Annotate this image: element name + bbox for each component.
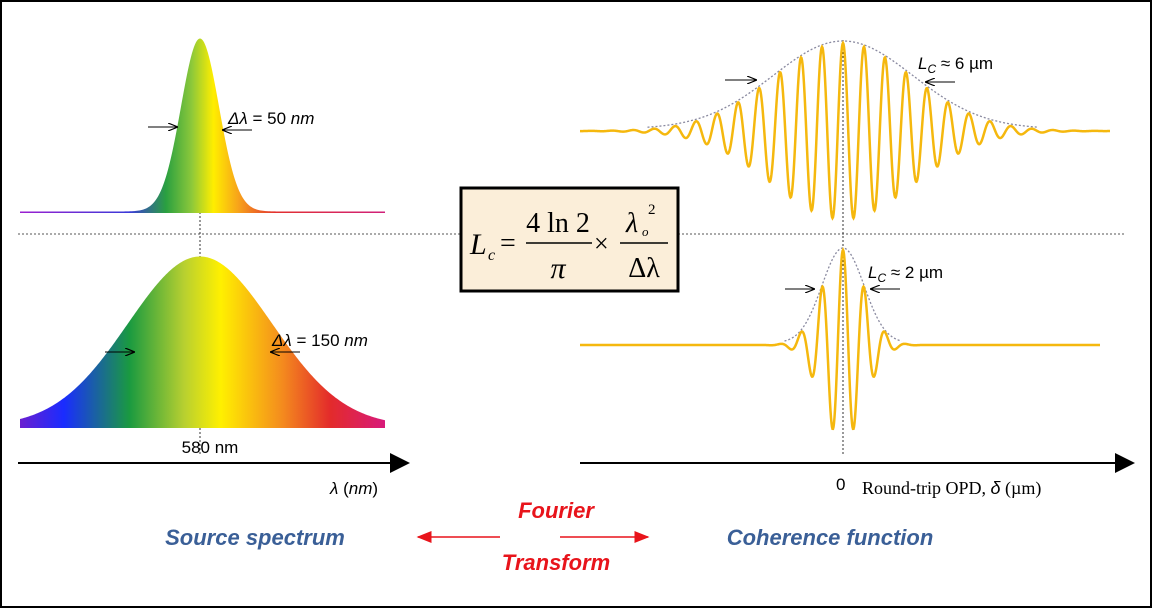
coherence-label: LC ≈ 6 µm xyxy=(918,54,993,76)
coherence-label: LC ≈ 2 µm xyxy=(868,263,943,285)
caption: Transform xyxy=(502,550,610,575)
axis-label: λ (nm) xyxy=(329,479,378,498)
formula-part: o xyxy=(642,224,649,239)
spectrum xyxy=(20,38,385,213)
formula: L c = 4 ln 2 π × λ o 2 Δλ xyxy=(469,202,668,285)
center-label: 580 nm xyxy=(182,438,239,457)
formula-part: × xyxy=(594,229,609,258)
interferogram xyxy=(579,40,1111,221)
caption: Fourier xyxy=(518,498,595,523)
formula-part: λ xyxy=(625,208,638,239)
formula-part: L xyxy=(469,228,487,261)
formula-part: = xyxy=(500,228,516,259)
formula-part: 4 ln 2 xyxy=(526,208,590,239)
formula-part: 2 xyxy=(648,202,656,218)
zero-label: 0 xyxy=(836,475,845,494)
axis-label: Round-trip OPD, δ (µm) xyxy=(862,478,1041,499)
caption: Coherence function xyxy=(727,525,934,550)
formula-part: Δλ xyxy=(628,253,660,284)
caption: Source spectrum xyxy=(165,525,345,550)
formula-part: π xyxy=(550,252,566,285)
width-label: Δλ = 150 nm xyxy=(271,331,368,350)
interferogram xyxy=(580,247,1100,431)
formula-box xyxy=(459,186,680,293)
width-label: Δλ = 50 nm xyxy=(227,109,314,128)
envelope xyxy=(784,247,902,342)
spectrum xyxy=(20,256,385,428)
formula-part: c xyxy=(488,247,495,264)
